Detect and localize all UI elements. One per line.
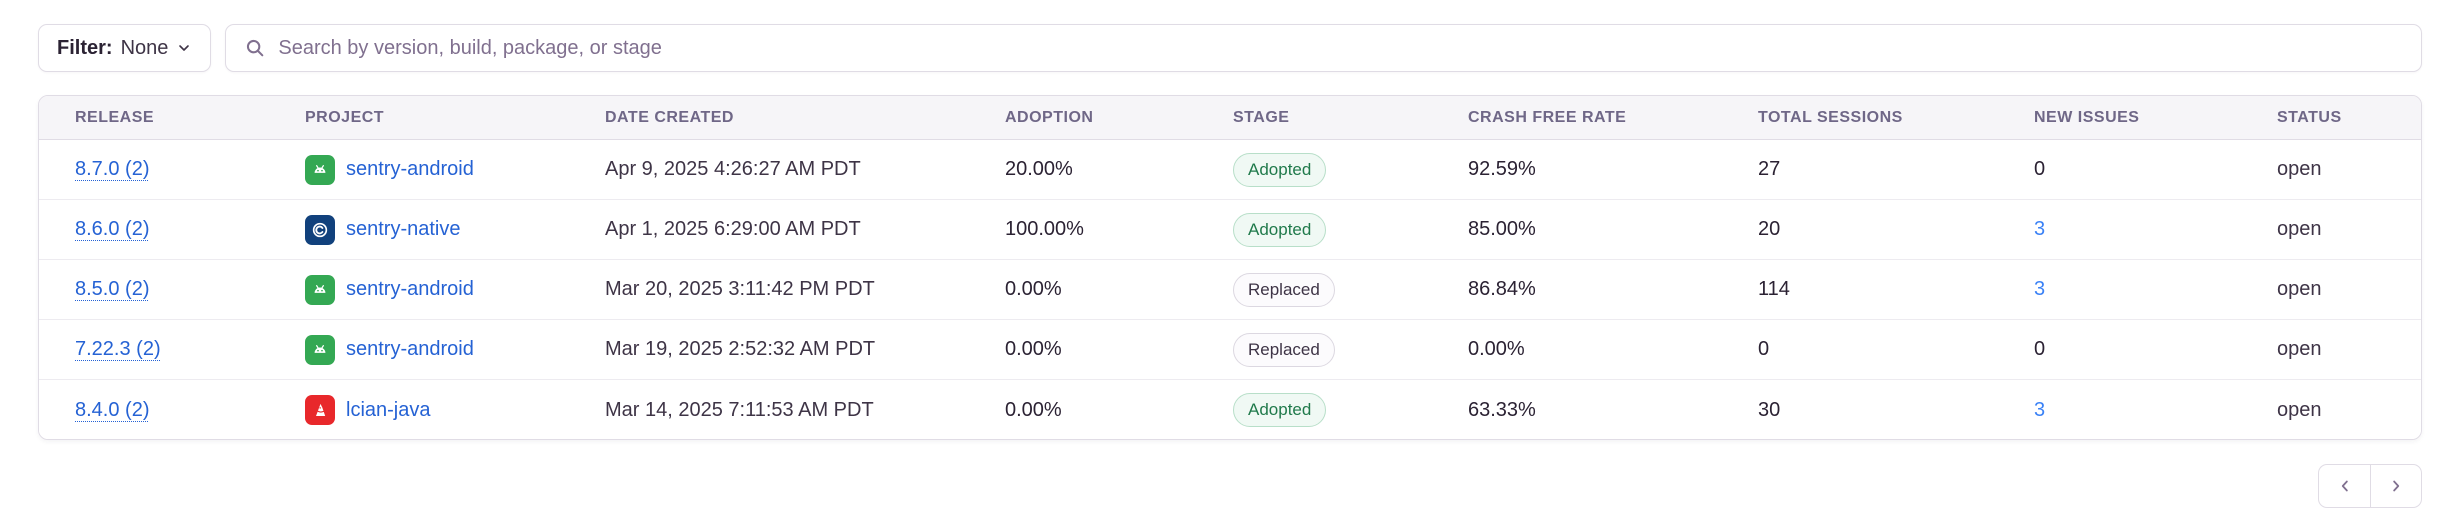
column-header-new-issues: New Issues [2034,108,2140,126]
adoption-cell: 0.00% [1005,338,1062,360]
android-platform-icon [305,274,335,305]
status-cell: open [2277,398,2322,421]
crash-free-rate-cell: 86.84% [1468,278,1536,300]
project-link[interactable]: lcian-java [346,398,431,421]
adoption-cell: 0.00% [1005,398,1062,421]
adoption-cell: 20.00% [1005,158,1073,180]
status-cell: open [2277,158,2322,180]
column-header-crash-free-rate: Crash Free Rate [1468,108,1627,126]
table-row: 8.6.0 (2) sentry-native Apr 1, 2025 6:29… [39,200,2421,260]
project-link[interactable]: sentry-android [346,338,474,360]
new-issues-link[interactable]: 3 [2034,398,2046,421]
stage-badge: Adopted [1233,393,1327,427]
crash-free-rate-cell: 63.33% [1468,398,1536,421]
stage-badge: Replaced [1233,332,1335,367]
project-link[interactable]: sentry-android [346,158,474,180]
new-issues-link[interactable]: 3 [2034,218,2046,240]
column-header-date-created: Date Created [605,108,734,126]
table-row: 8.7.0 (2) sentry-android Apr 9, 2025 4:2… [39,140,2421,200]
date-created-cell: Mar 20, 2025 3:11:42 PM PDT [605,278,875,300]
table-row: 8.5.0 (2) sentry-android Mar 20, 2025 3:… [39,260,2421,320]
project-link[interactable]: sentry-native [346,218,461,240]
release-version-link[interactable]: 7.22.3 (2) [75,338,161,360]
status-cell: open [2277,338,2322,360]
new-issues-link[interactable]: 3 [2034,278,2046,300]
pagination [2318,464,2422,508]
android-platform-icon [305,154,335,185]
release-version-link[interactable]: 8.4.0 (2) [75,398,150,421]
new-issues-cell: 0 [2034,158,2046,180]
filter-label: Filter: [57,36,113,59]
column-header-release: Release [75,108,155,126]
status-cell: open [2277,278,2322,300]
stage-badge: Adopted [1233,212,1327,247]
date-created-cell: Apr 1, 2025 6:29:00 AM PDT [605,218,861,240]
column-header-adoption: Adoption [1005,108,1094,126]
date-created-cell: Mar 14, 2025 7:11:53 AM PDT [605,398,874,421]
search-bar[interactable] [225,24,2422,72]
crash-free-rate-cell: 0.00% [1468,338,1525,360]
column-header-total-sessions: Total Sessions [1758,108,1903,126]
adoption-cell: 0.00% [1005,278,1062,300]
stage-badge: Replaced [1233,272,1335,307]
project-link[interactable]: sentry-android [346,278,474,300]
table-header-row: Release Project Date Created Adoption St… [39,96,2421,140]
status-cell: open [2277,218,2322,240]
search-input[interactable] [278,36,2403,60]
total-sessions-cell: 30 [1758,398,1781,421]
total-sessions-cell: 27 [1758,158,1781,180]
filter-dropdown-button[interactable]: Filter: None [38,24,212,72]
release-version-link[interactable]: 8.7.0 (2) [75,158,150,180]
previous-page-button[interactable] [2318,464,2370,508]
next-page-button[interactable] [2370,464,2422,508]
android-platform-icon [305,334,335,365]
adoption-cell: 100.00% [1005,218,1084,240]
total-sessions-cell: 0 [1758,338,1770,360]
total-sessions-cell: 20 [1758,218,1781,240]
column-header-stage: Stage [1233,108,1290,126]
table-row: 8.4.0 (2) lcian-java Mar 14, 2025 7:11:5… [39,380,2421,439]
date-created-cell: Apr 9, 2025 4:26:27 AM PDT [605,158,861,180]
crash-free-rate-cell: 85.00% [1468,218,1536,240]
date-created-cell: Mar 19, 2025 2:52:32 AM PDT [605,338,876,360]
total-sessions-cell: 114 [1758,278,1790,300]
release-version-link[interactable]: 8.5.0 (2) [75,278,150,300]
crash-free-rate-cell: 92.59% [1468,158,1536,180]
stage-badge: Adopted [1233,152,1327,187]
release-version-link[interactable]: 8.6.0 (2) [75,218,150,240]
java-platform-icon [305,395,335,425]
releases-table: Release Project Date Created Adoption St… [38,95,2422,440]
table-row: 7.22.3 (2) sentry-android Mar 19, 2025 2… [39,320,2421,380]
chevron-down-icon [176,40,192,56]
search-icon [244,37,266,59]
column-header-project: Project [305,108,385,126]
c-platform-icon [305,214,335,245]
chevron-right-icon [2387,477,2405,495]
chevron-left-icon [2336,477,2354,495]
column-header-status: Status [2277,108,2342,126]
toolbar: Filter: None [38,24,2422,72]
filter-value: None [120,36,169,59]
new-issues-cell: 0 [2034,338,2046,360]
